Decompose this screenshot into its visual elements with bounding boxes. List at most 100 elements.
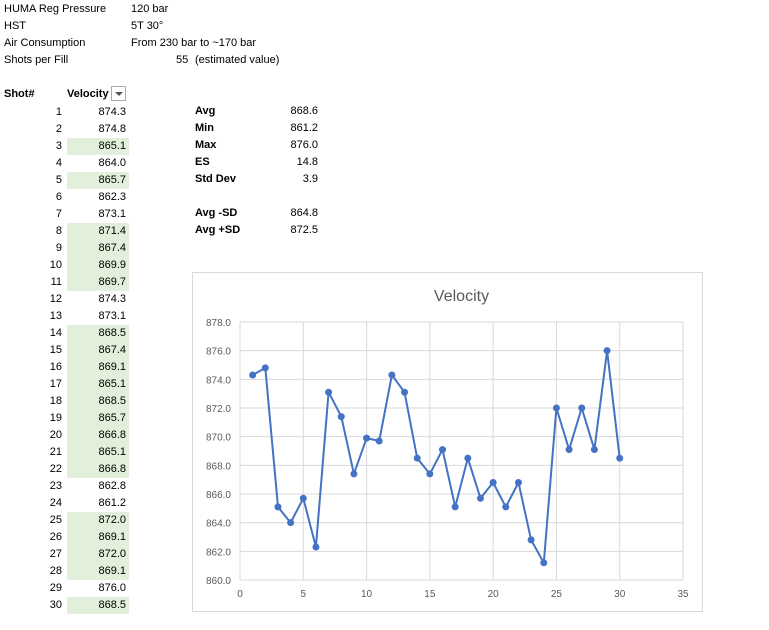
velocity-cell: 869.7 bbox=[67, 274, 129, 291]
filter-dropdown-button[interactable] bbox=[111, 86, 126, 101]
data-point bbox=[603, 347, 611, 355]
stat-value-avg: 868.6 bbox=[290, 105, 318, 117]
stat-label-max: Max bbox=[195, 139, 217, 151]
velocity-cell: 865.1 bbox=[67, 138, 129, 155]
y-tick-label: 864.0 bbox=[206, 519, 231, 530]
shot-number: 6 bbox=[55, 191, 62, 203]
chart-title: Velocity bbox=[434, 288, 489, 305]
table-row: 4 864.0 bbox=[0, 155, 130, 172]
velocity-cell: 871.4 bbox=[67, 223, 129, 240]
table-row: 14 868.5 bbox=[0, 325, 130, 342]
y-tick-label: 870.0 bbox=[206, 433, 231, 444]
shot-number: 18 bbox=[49, 395, 62, 407]
stat-value-min: 861.2 bbox=[290, 122, 318, 134]
data-point bbox=[337, 413, 345, 421]
shot-number: 30 bbox=[49, 599, 62, 611]
series-line-velocity bbox=[252, 349, 621, 564]
velocity-cell: 874.3 bbox=[98, 106, 126, 118]
shot-number: 24 bbox=[49, 497, 62, 509]
header-value-reg-pressure: 120 bar bbox=[131, 3, 169, 15]
table-row: 18 868.5 bbox=[0, 393, 130, 410]
table-row: 8 871.4 bbox=[0, 223, 130, 240]
y-tick-label: 866.0 bbox=[206, 490, 231, 501]
column-header-velocity: Velocity bbox=[67, 88, 109, 100]
velocity-cell: 868.5 bbox=[67, 597, 129, 614]
table-row: 6 862.3 bbox=[0, 189, 130, 206]
velocity-cell: 869.1 bbox=[67, 563, 129, 580]
table-row: 25 872.0 bbox=[0, 512, 130, 529]
table-row: 3 865.1 bbox=[0, 138, 130, 155]
shot-number: 10 bbox=[49, 259, 62, 271]
velocity-cell: 861.2 bbox=[98, 497, 126, 509]
data-point bbox=[540, 559, 548, 567]
table-row: 28 869.1 bbox=[0, 563, 130, 580]
header-value-shots-per-fill: 55 bbox=[176, 54, 189, 66]
chevron-down-icon bbox=[114, 91, 123, 96]
header-note-estimated: (estimated value) bbox=[195, 54, 280, 66]
table-row: 10 869.9 bbox=[0, 257, 130, 274]
column-header-shot: Shot# bbox=[4, 88, 35, 100]
data-point bbox=[514, 479, 522, 487]
velocity-cell: 868.5 bbox=[67, 393, 129, 410]
shot-number: 20 bbox=[49, 429, 62, 441]
table-row: 12 874.3 bbox=[0, 291, 130, 308]
y-tick-label: 862.0 bbox=[206, 547, 231, 558]
x-tick-label: 10 bbox=[361, 589, 373, 600]
stat-label-es: ES bbox=[195, 156, 210, 168]
velocity-cell: 872.0 bbox=[67, 512, 129, 529]
velocity-chart[interactable]: Velocity 860.0 862.0 864.0 866.0 868.0 870.0 87… bbox=[192, 272, 703, 612]
velocity-cell: 872.0 bbox=[67, 546, 129, 563]
chart-svg: Velocity 860.0 862.0 864.0 866.0 868.0 870.0 87… bbox=[206, 288, 689, 600]
shot-number: 11 bbox=[50, 276, 62, 288]
shot-number: 13 bbox=[49, 310, 62, 322]
shot-number: 23 bbox=[49, 480, 62, 492]
shot-number: 16 bbox=[49, 361, 62, 373]
velocity-cell: 869.9 bbox=[67, 257, 129, 274]
header-value-air-consumption: From 230 bar to ~170 bar bbox=[131, 37, 257, 49]
shot-number: 17 bbox=[49, 378, 62, 390]
table-row: 29 876.0 bbox=[0, 580, 130, 597]
data-point bbox=[413, 454, 421, 462]
shot-number: 26 bbox=[49, 531, 62, 543]
header-label-reg-pressure: HUMA Reg Pressure bbox=[4, 3, 107, 15]
table-row: 1 874.3 bbox=[0, 104, 130, 121]
velocity-cell: 873.1 bbox=[98, 208, 126, 220]
shot-number: 15 bbox=[49, 344, 62, 356]
shot-number: 12 bbox=[49, 293, 62, 305]
velocity-cell: 869.1 bbox=[67, 529, 129, 546]
shot-number: 1 bbox=[55, 106, 62, 118]
table-row: 30 868.5 bbox=[0, 597, 130, 614]
stat-label-avg: Avg bbox=[195, 105, 216, 117]
stat-label-min: Min bbox=[195, 122, 214, 134]
y-tick-label: 872.0 bbox=[206, 404, 231, 415]
velocity-cell: 862.3 bbox=[98, 191, 126, 203]
table-row: 22 866.8 bbox=[0, 461, 130, 478]
y-tick-label: 874.0 bbox=[206, 375, 231, 386]
x-tick-label: 30 bbox=[614, 589, 626, 600]
shot-number: 25 bbox=[49, 514, 62, 526]
table-row: 23 862.8 bbox=[0, 478, 130, 495]
shot-number: 21 bbox=[49, 446, 62, 458]
data-point bbox=[616, 454, 624, 462]
stat-value-es: 14.8 bbox=[296, 156, 318, 168]
velocity-cell: 873.1 bbox=[98, 310, 126, 322]
shot-number: 22 bbox=[49, 463, 62, 475]
header-value-hst: 5T 30° bbox=[131, 20, 164, 32]
data-point bbox=[363, 434, 371, 442]
y-tick-label: 868.0 bbox=[206, 461, 231, 472]
data-point bbox=[502, 503, 510, 511]
table-row: 11 869.7 bbox=[0, 274, 130, 291]
table-row: 7 873.1 bbox=[0, 206, 130, 223]
table-row: 19 865.7 bbox=[0, 410, 130, 427]
velocity-cell: 862.8 bbox=[98, 480, 126, 492]
velocity-cell: 874.3 bbox=[98, 293, 126, 305]
velocity-cell: 876.0 bbox=[98, 582, 126, 594]
data-point bbox=[565, 446, 573, 454]
shot-number: 7 bbox=[55, 208, 62, 220]
velocity-cell: 865.1 bbox=[67, 444, 129, 461]
table-row: 15 867.4 bbox=[0, 342, 130, 359]
stat-label-avg-plus-sd: Avg +SD bbox=[195, 224, 241, 236]
shot-number: 5 bbox=[55, 174, 62, 186]
x-tick-label: 20 bbox=[488, 589, 500, 600]
table-row: 20 866.8 bbox=[0, 427, 130, 444]
